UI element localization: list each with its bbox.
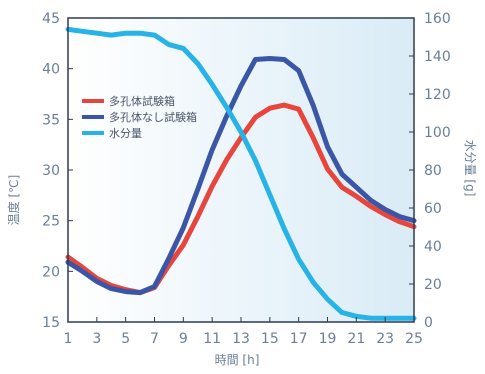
series-layer	[65, 26, 417, 321]
legend-label-3: 水分量	[109, 127, 142, 140]
left-tick-label: 45	[42, 11, 60, 27]
x-tick-label: 9	[179, 331, 188, 347]
x-tick-label: 11	[203, 331, 221, 347]
left-axis-title: 温度 [℃]	[6, 175, 21, 226]
x-tick-label: 17	[290, 331, 308, 347]
left-tick-label: 25	[42, 214, 60, 230]
left-tick-label: 30	[42, 163, 60, 179]
right-axis-title: 水分量 [g]	[463, 140, 477, 197]
x-tick-label: 5	[121, 331, 130, 347]
right-tick-label: 0	[424, 315, 433, 331]
x-tick-label: 25	[405, 331, 423, 347]
series-line-2	[65, 56, 417, 296]
right-tick-label: 40	[424, 239, 442, 255]
x-tick-label: 15	[261, 331, 279, 347]
left-axis-ticks: 15 20 25 30 35 40 45	[42, 11, 73, 331]
x-axis-ticks: 1 3 5 7 9 11 13 15 17 19 21 23 25	[64, 317, 423, 347]
left-tick-label: 35	[42, 112, 60, 128]
right-tick-label: 60	[424, 201, 442, 217]
right-tick-label: 140	[424, 49, 451, 65]
x-tick-label: 3	[92, 331, 101, 347]
left-tick-label: 40	[42, 62, 60, 78]
plot-area	[68, 18, 414, 322]
right-tick-label: 20	[424, 277, 442, 293]
x-tick-label: 23	[376, 331, 394, 347]
x-tick-label: 13	[232, 331, 250, 347]
right-axis-ticks: 0 20 40 60 80 100 120 140 160	[409, 11, 451, 331]
right-tick-label: 100	[424, 125, 451, 141]
series-line-3	[65, 26, 417, 321]
right-tick-label: 80	[424, 163, 442, 179]
legend-label-2: 多孔体なし試験箱	[109, 110, 197, 124]
x-tick-label: 19	[319, 331, 337, 347]
right-tick-label: 120	[424, 87, 451, 103]
x-axis-title: 時間 [h]	[215, 353, 260, 367]
x-tick-label: 21	[347, 331, 365, 347]
x-tick-label: 7	[150, 331, 159, 347]
right-tick-label: 160	[424, 11, 451, 27]
legend-label-1: 多孔体試験箱	[109, 94, 175, 108]
x-tick-label: 1	[64, 331, 73, 347]
left-tick-label: 20	[42, 264, 60, 280]
left-tick-label: 15	[42, 315, 60, 331]
